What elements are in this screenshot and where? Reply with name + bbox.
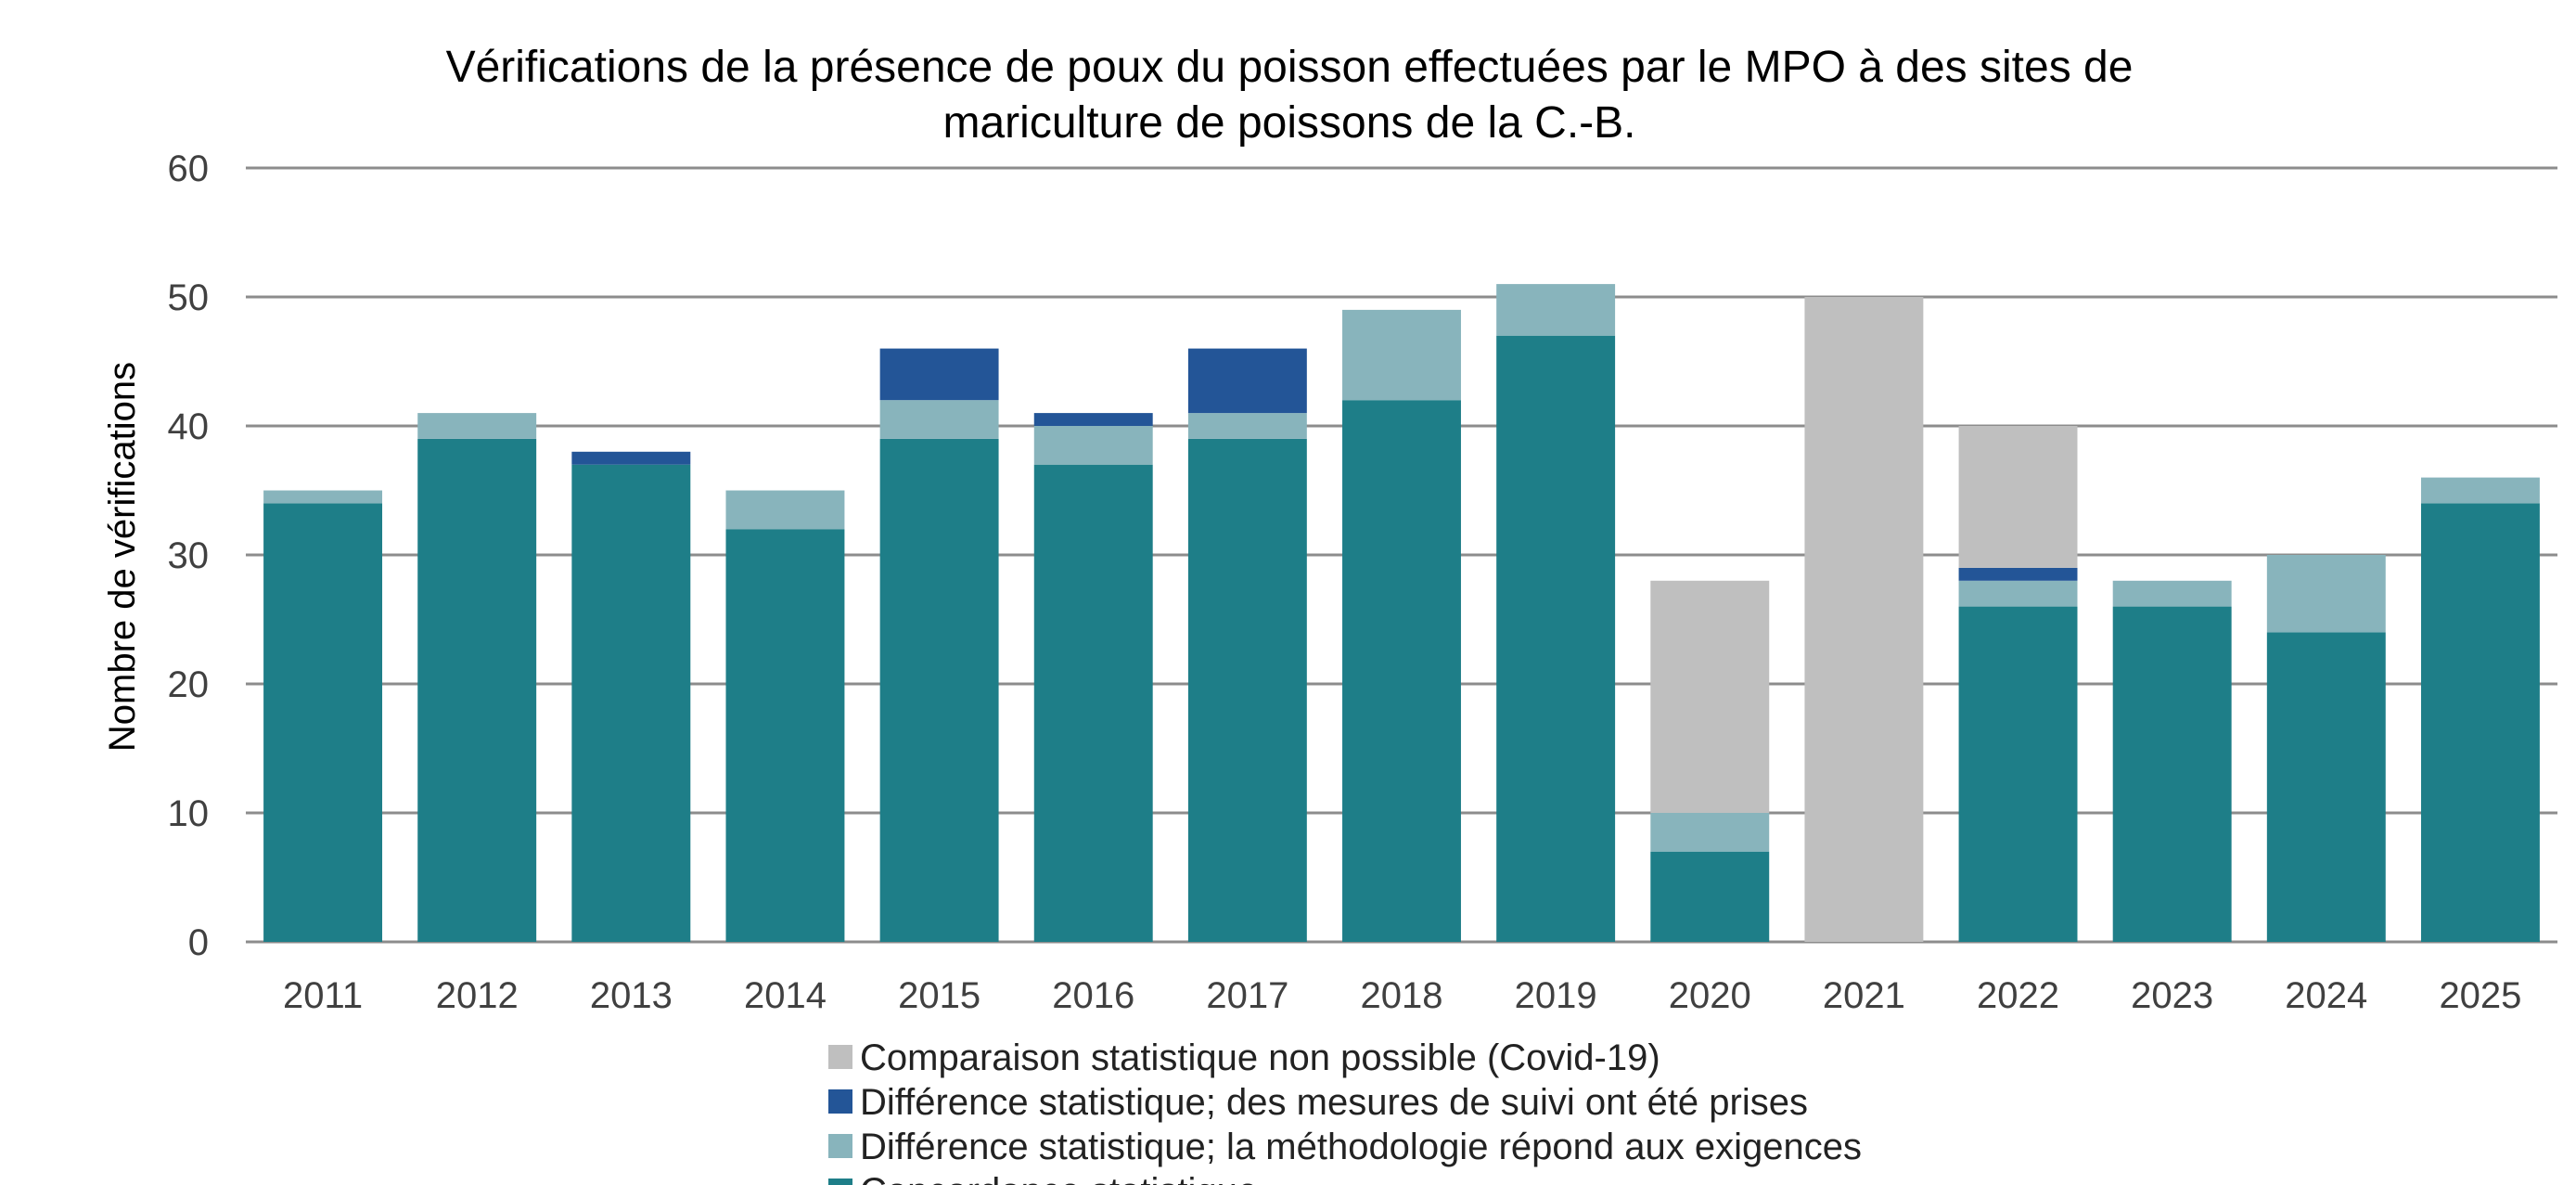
x-tick-label: 2018	[1361, 975, 1443, 1016]
x-tick-label: 2017	[1206, 975, 1288, 1016]
x-tick-label: 2012	[436, 975, 519, 1016]
y-axis-label: Nombre de vérifications	[102, 362, 143, 752]
x-tick-label: 2016	[1052, 975, 1134, 1016]
bar-segment-2020-series-1	[1650, 813, 1770, 852]
legend: Comparaison statistique non possible (Co…	[828, 1037, 1862, 1185]
legend-label: Concordance statistique	[860, 1171, 1258, 1185]
bar-segment-2014-series-0	[725, 529, 845, 942]
bar-segment-2016-series-2	[1033, 413, 1153, 426]
bar-segment-2016-series-0	[1033, 464, 1153, 942]
x-tick-label: 2022	[1977, 975, 2059, 1016]
bar-segment-2023-series-0	[2112, 606, 2232, 942]
bar-segment-2022-series-0	[1958, 606, 2078, 942]
bar-segment-2020-series-3	[1650, 580, 1770, 813]
y-tick-label: 40	[168, 406, 210, 447]
x-tick-labels: 2011 2012 2013 2014 2015 2016 2017 2018 2019 2020…	[283, 975, 2521, 1016]
x-tick-label: 2021	[1823, 975, 1905, 1016]
bar-segment-2020-series-0	[1650, 851, 1770, 942]
chart-title-line-1: Vérifications de la présence de poux du …	[446, 43, 2134, 92]
bar-segment-2015-series-1	[879, 400, 999, 439]
bar-segment-2012-series-0	[417, 438, 537, 942]
bar-segment-2012-series-1	[417, 413, 537, 439]
legend-swatch	[828, 1089, 852, 1114]
bar-segment-2013-series-0	[571, 464, 691, 942]
bar-segment-2021-series-3	[1804, 297, 1924, 942]
bar-segment-2019-series-1	[1496, 284, 1616, 336]
legend-swatch	[828, 1045, 852, 1069]
bar-segment-2025-series-1	[2420, 477, 2540, 504]
bar-segment-2022-series-1	[1958, 580, 2078, 607]
bar-segment-2022-series-3	[1958, 426, 2078, 568]
bar-segment-2014-series-1	[725, 490, 845, 530]
x-tick-label: 2024	[2285, 975, 2367, 1016]
y-tick-label: 60	[168, 148, 210, 189]
bar-segment-2015-series-2	[879, 348, 999, 401]
bar-segment-2011-series-0	[263, 503, 383, 942]
x-tick-label: 2015	[898, 975, 980, 1016]
bar-segment-2019-series-0	[1496, 335, 1616, 942]
bar-segment-2017-series-2	[1187, 348, 1307, 414]
bar-segment-2018-series-0	[1342, 400, 1461, 942]
bars	[263, 284, 2540, 942]
x-tick-label: 2011	[283, 975, 363, 1016]
bar-segment-2015-series-0	[879, 438, 999, 942]
y-tick-label: 0	[188, 922, 209, 963]
y-tick-label: 20	[168, 664, 210, 705]
legend-label: Différence statistique; des mesures de s…	[860, 1082, 1808, 1123]
bar-segment-2017-series-0	[1187, 438, 1307, 942]
bar-segment-2025-series-0	[2420, 503, 2540, 942]
bar-segment-2024-series-1	[2266, 555, 2386, 633]
x-tick-label: 2025	[2439, 975, 2521, 1016]
bar-segment-2022-series-2	[1958, 567, 2078, 581]
legend-label: Différence statistique; la méthodologie …	[860, 1127, 1862, 1167]
x-tick-label: 2019	[1515, 975, 1597, 1016]
x-tick-label: 2013	[590, 975, 673, 1016]
bar-segment-2018-series-1	[1342, 309, 1461, 401]
x-tick-label: 2023	[2131, 975, 2213, 1016]
y-tick-labels: 0 10 20 30 40 50 60	[168, 148, 210, 963]
bar-segment-2011-series-1	[263, 490, 383, 504]
bar-segment-2016-series-1	[1033, 426, 1153, 465]
legend-label: Comparaison statistique non possible (Co…	[860, 1037, 1660, 1078]
x-tick-label: 2014	[744, 975, 827, 1016]
legend-swatch	[828, 1179, 852, 1185]
y-tick-label: 10	[168, 793, 210, 834]
bar-segment-2017-series-1	[1187, 413, 1307, 439]
chart-title-line-2: mariculture de poissons de la C.-B.	[943, 98, 1636, 148]
y-tick-label: 30	[168, 535, 210, 576]
y-tick-label: 50	[168, 277, 210, 318]
bar-segment-2013-series-2	[571, 451, 691, 465]
x-tick-label: 2020	[1669, 975, 1751, 1016]
legend-swatch	[828, 1134, 852, 1158]
bar-segment-2023-series-1	[2112, 580, 2232, 607]
bar-segment-2024-series-0	[2266, 632, 2386, 942]
